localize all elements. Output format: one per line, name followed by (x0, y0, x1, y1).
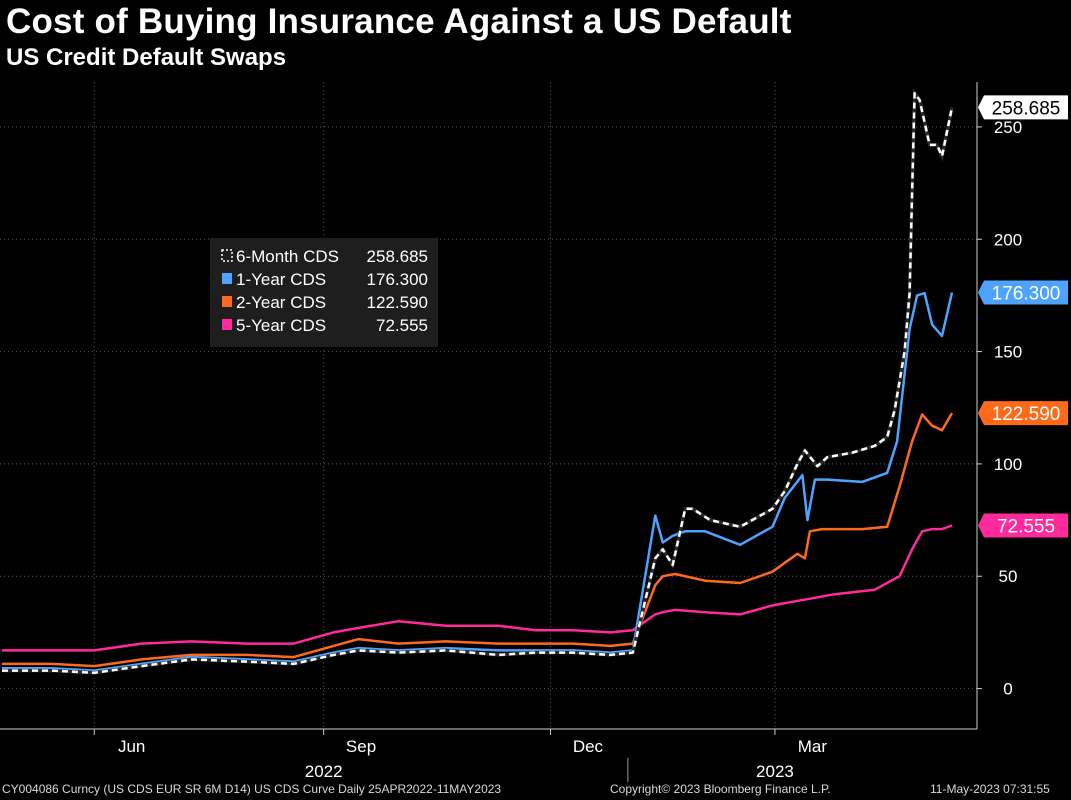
1-year-cds-value-label: 176.300 (992, 283, 1061, 304)
y-tick-label: 150 (994, 343, 1022, 362)
legend-value-1-year-cds: 176.300 (367, 270, 428, 289)
2-year-cds-line (2, 412, 954, 668)
2-year-cds-value-label: 122.590 (992, 404, 1061, 425)
y-tick-label: 50 (999, 567, 1018, 586)
y-tick-label: 250 (994, 118, 1022, 137)
x-month-label: Mar (798, 737, 828, 756)
x-month-label: Dec (573, 737, 604, 756)
source-footnote: CY004086 Curncy (US CDS EUR SR 6M D14) U… (2, 782, 502, 796)
y-tick-label: 100 (994, 455, 1022, 474)
legend-value-2-year-cds: 122.590 (367, 293, 428, 312)
x-year-label: 2022 (305, 762, 343, 781)
x-month-label: Jun (118, 737, 145, 756)
legend-swatch-5-year-cds (222, 319, 232, 330)
chart-subtitle: US Credit Default Swaps (6, 44, 287, 71)
y-tick-label: 0 (1003, 680, 1012, 699)
legend-label-1-year-cds: 1-Year CDS (236, 270, 326, 289)
legend-swatch-1-year-cds (222, 273, 232, 284)
6-month-cds-line (2, 91, 954, 675)
y-tick-label: 200 (994, 230, 1022, 249)
legend-label-2-year-cds: 2-Year CDS (236, 293, 326, 312)
chart-title: Cost of Buying Insurance Against a US De… (6, 2, 792, 41)
1-year-cds-line (2, 291, 954, 672)
legend-label-5-year-cds: 5-Year CDS (236, 316, 326, 335)
6-month-cds-line-shadow (2, 88, 954, 675)
copyright-footnote: Copyright© 2023 Bloomberg Finance L.P. (610, 782, 831, 796)
legend-value-6-month-cds: 258.685 (367, 247, 428, 266)
6-month-cds-value-tag (978, 95, 1068, 120)
legend-value-5-year-cds: 72.555 (376, 316, 428, 335)
5-year-cds-value-tag (978, 513, 1068, 538)
5-year-cds-value-label: 72.555 (997, 516, 1055, 537)
1-year-cds-value-tag (978, 280, 1068, 305)
6-month-cds-value-label: 258.685 (992, 98, 1061, 119)
timestamp-footnote: 11-May-2023 07:31:55 (930, 782, 1050, 796)
x-month-label: Sep (346, 737, 376, 756)
5-year-cds-line (2, 524, 953, 652)
legend-label-6-month-cds: 6-Month CDS (236, 247, 339, 266)
2-year-cds-value-tag (978, 401, 1068, 426)
legend-swatch-2-year-cds (222, 296, 232, 307)
x-year-label: 2023 (756, 762, 794, 781)
legend-box (210, 238, 438, 347)
legend-swatch-6-month-cds (221, 249, 233, 262)
